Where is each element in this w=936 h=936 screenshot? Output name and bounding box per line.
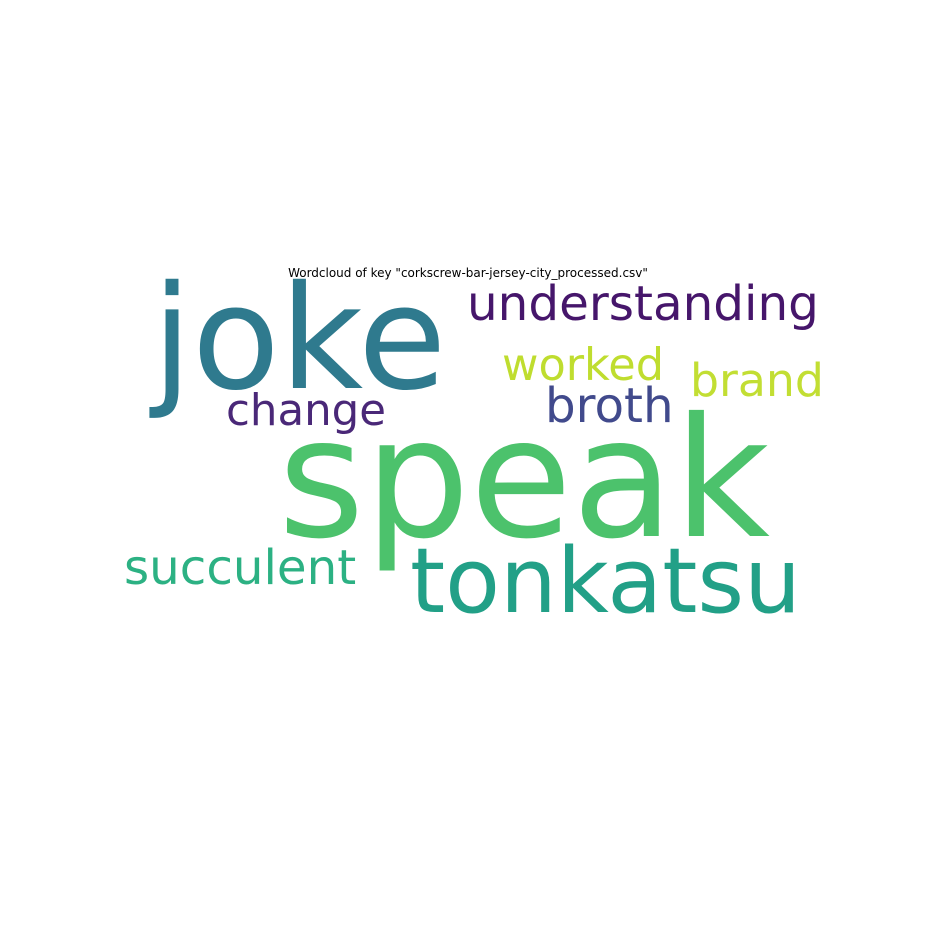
word-brand: brand (690, 354, 824, 407)
word-tonkatsu: tonkatsu (410, 530, 801, 634)
word-worked: worked (502, 339, 664, 391)
word-change: change (226, 386, 386, 436)
word-understanding: understanding (467, 276, 819, 332)
word-joke: joke (149, 255, 446, 422)
word-speak: speak (278, 383, 770, 576)
chart-title: Wordcloud of key "corkscrew-bar-jersey-c… (288, 266, 648, 280)
word-broth: broth (545, 378, 674, 434)
word-succulent: succulent (124, 540, 356, 596)
